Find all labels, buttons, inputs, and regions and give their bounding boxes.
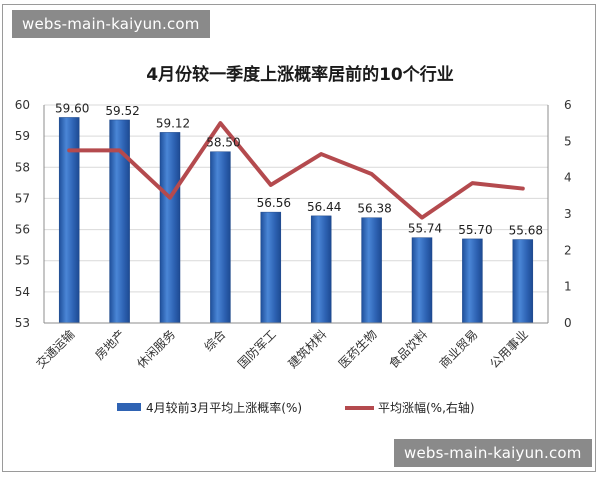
bar-series xyxy=(58,117,534,324)
x-tick-label: 综合 xyxy=(201,327,229,355)
line-series-path xyxy=(67,121,525,220)
x-tick-label: 公用事业 xyxy=(487,327,531,371)
y-left-tick-label: 55 xyxy=(15,254,30,268)
chart-frame xyxy=(2,4,596,472)
x-tick-label: 建筑材料 xyxy=(285,327,330,372)
bar-value-label: 59.12 xyxy=(156,116,190,130)
y-left-tick-label: 59 xyxy=(15,129,30,143)
x-tick-label: 医药生物 xyxy=(336,327,380,371)
bar-value-label: 55.70 xyxy=(458,223,492,237)
watermark-top: webs-main-kaiyun.com xyxy=(12,10,210,38)
y-left-tick-label: 58 xyxy=(15,160,30,174)
legend-swatch-bar xyxy=(117,403,141,411)
x-tick-label: 国防军工 xyxy=(234,327,279,372)
bar-value-label: 56.44 xyxy=(307,200,341,214)
bar-value-label: 56.56 xyxy=(257,196,291,210)
bar xyxy=(210,151,231,324)
data-labels: 59.60 59.52 59.12 58.50 56.56 56.44 56.38 55.74… xyxy=(55,101,543,237)
bar-value-label: 59.60 xyxy=(55,101,89,115)
bar-value-label: 59.52 xyxy=(105,104,139,118)
bar xyxy=(159,132,181,324)
watermark-bottom: webs-main-kaiyun.com xyxy=(394,439,592,467)
legend-label-bar: 4月较前3月平均上涨概率(%) xyxy=(146,400,302,415)
chart-title: 4月份较一季度上涨概率居前的10个行业 xyxy=(146,64,454,85)
y-right-tick-label: 4 xyxy=(564,171,572,185)
x-tick-label: 房地产 xyxy=(92,327,128,363)
y-left-tick-label: 60 xyxy=(15,98,30,112)
bar-value-label: 56.38 xyxy=(357,202,391,216)
y-left-tick-label: 57 xyxy=(15,191,30,205)
bar xyxy=(411,237,433,324)
y-right-tick-label: 0 xyxy=(564,316,572,330)
y-right-tick-label: 6 xyxy=(564,98,572,112)
bar xyxy=(260,211,282,324)
x-tick-label: 商业贸易 xyxy=(436,327,481,372)
bar-value-label: 58.50 xyxy=(206,136,240,150)
bar xyxy=(462,238,483,324)
bar-value-label: 55.68 xyxy=(509,224,543,238)
x-tick-label: 交通运输 xyxy=(33,327,78,372)
y-left-tick-label: 56 xyxy=(15,223,30,237)
y-left-tick-label: 53 xyxy=(15,316,30,330)
legend-label-line: 平均涨幅(%,右轴) xyxy=(378,400,475,415)
bar xyxy=(512,239,534,324)
legend: 4月较前3月平均上涨概率(%) 平均涨幅(%,右轴) xyxy=(117,400,475,415)
bar xyxy=(310,215,332,324)
bar xyxy=(361,217,382,324)
bar xyxy=(58,117,80,324)
line-series xyxy=(67,121,525,220)
bar-value-label: 55.74 xyxy=(408,222,442,236)
y-right-tick-label: 3 xyxy=(564,207,572,221)
y-right-tick-label: 5 xyxy=(564,134,572,148)
y-right-tick-label: 2 xyxy=(564,243,572,257)
y-right-tick-label: 1 xyxy=(564,280,572,294)
y-left-tick-label: 54 xyxy=(15,285,30,299)
x-tick-label: 食品饮料 xyxy=(386,327,431,372)
x-tick-label: 休闲服务 xyxy=(134,327,179,372)
